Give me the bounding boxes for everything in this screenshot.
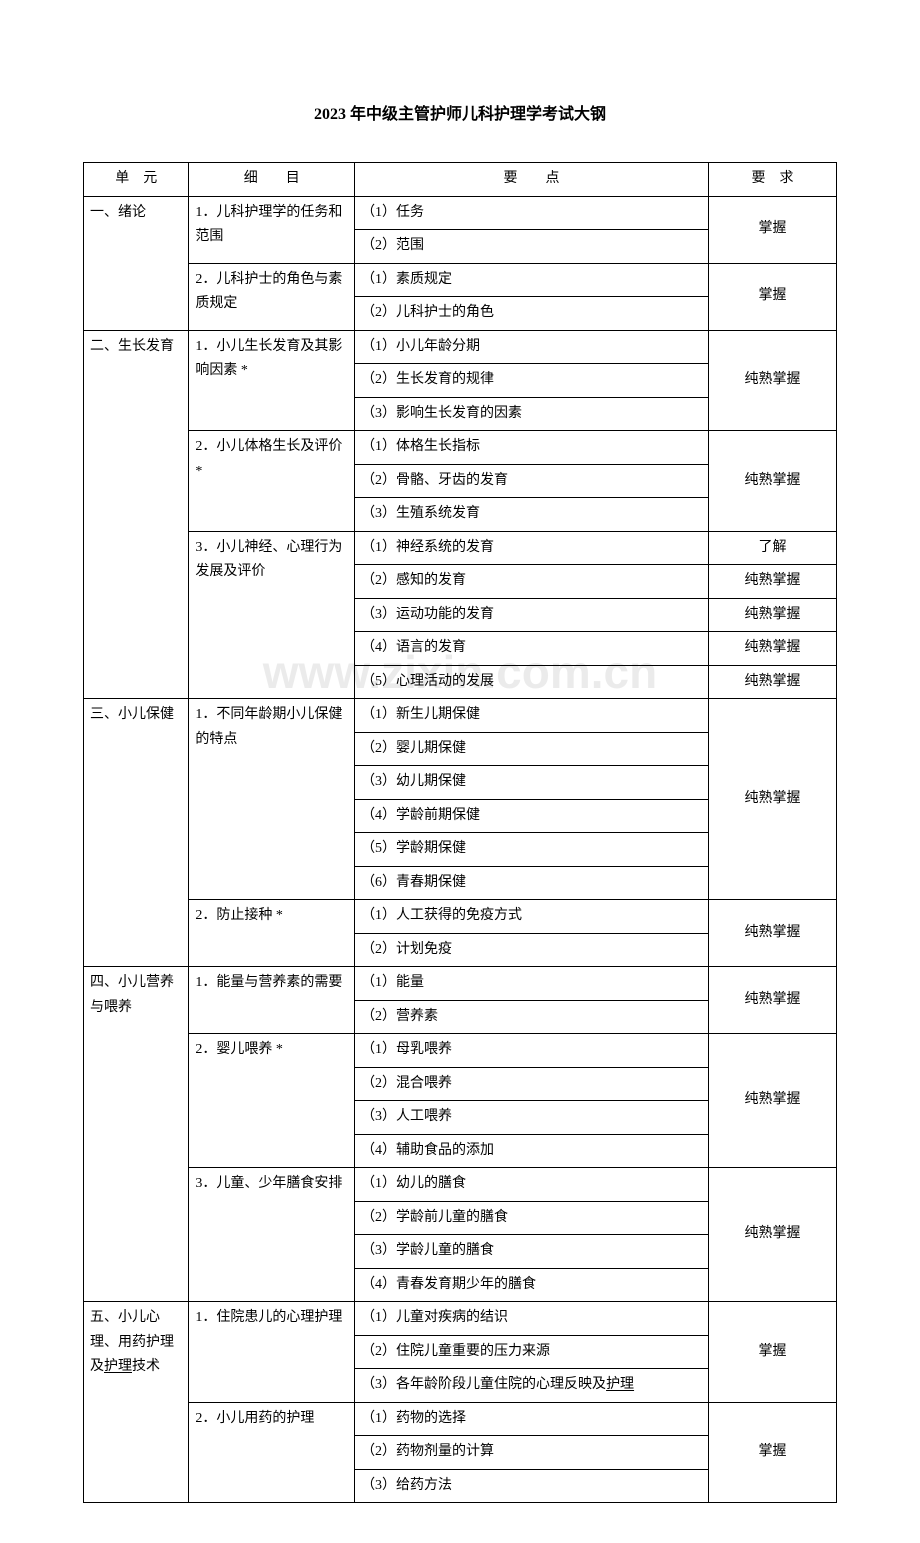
- point-cell: （2）感知的发育: [355, 565, 709, 599]
- table-row: 2．小儿体格生长及评价 *（1）体格生长指标纯熟掌握: [84, 431, 837, 465]
- requirement-cell: 纯熟掌握: [708, 598, 836, 632]
- detail-cell: 2．小儿用药的护理: [189, 1402, 355, 1503]
- detail-cell: 1．小儿生长发育及其影响因素 *: [189, 330, 355, 431]
- detail-cell: 1．住院患儿的心理护理: [189, 1302, 355, 1403]
- point-cell: （1）能量: [355, 967, 709, 1001]
- point-cell: （1）母乳喂养: [355, 1034, 709, 1068]
- table-row: 2．小儿用药的护理（1）药物的选择掌握: [84, 1402, 837, 1436]
- point-cell: （4）辅助食品的添加: [355, 1134, 709, 1168]
- requirement-cell: 纯熟掌握: [708, 967, 836, 1034]
- requirement-cell: 纯熟掌握: [708, 565, 836, 599]
- table-row: 2．防止接种 *（1）人工获得的免疫方式纯熟掌握: [84, 900, 837, 934]
- point-cell: （1）新生儿期保健: [355, 699, 709, 733]
- point-cell: （1）儿童对疾病的结识: [355, 1302, 709, 1336]
- point-cell: （2）骨骼、牙齿的发育: [355, 464, 709, 498]
- col-unit: 单 元: [84, 163, 189, 197]
- point-cell: （3）各年龄阶段儿童住院的心理反映及护理: [355, 1369, 709, 1403]
- unit-cell: 二、生长发育: [84, 330, 189, 699]
- point-cell: （2）营养素: [355, 1000, 709, 1034]
- unit-cell: 四、小儿营养与喂养: [84, 967, 189, 1302]
- point-cell: （5）学龄期保健: [355, 833, 709, 867]
- table-row: 一、绪论1．儿科护理学的任务和范围（1）任务掌握: [84, 196, 837, 230]
- requirement-cell: 了解: [708, 531, 836, 565]
- point-cell: （1）体格生长指标: [355, 431, 709, 465]
- table-row: 3．儿童、少年膳食安排（1）幼儿的膳食纯熟掌握: [84, 1168, 837, 1202]
- col-req: 要 求: [708, 163, 836, 197]
- requirement-cell: 掌握: [708, 196, 836, 263]
- point-cell: （2）计划免疫: [355, 933, 709, 967]
- point-cell: （1）小儿年龄分期: [355, 330, 709, 364]
- detail-cell: 3．小儿神经、心理行为发展及评价: [189, 531, 355, 699]
- table-row: 3．小儿神经、心理行为发展及评价（1）神经系统的发育了解: [84, 531, 837, 565]
- requirement-cell: 纯熟掌握: [708, 1034, 836, 1168]
- point-cell: （6）青春期保健: [355, 866, 709, 900]
- point-cell: （1）素质规定: [355, 263, 709, 297]
- point-cell: （2）范围: [355, 230, 709, 264]
- point-cell: （2）儿科护士的角色: [355, 297, 709, 331]
- point-cell: （4）学龄前期保健: [355, 799, 709, 833]
- table-row: 四、小儿营养与喂养1．能量与营养素的需要（1）能量纯熟掌握: [84, 967, 837, 1001]
- table-row: 2．婴儿喂养 *（1）母乳喂养纯熟掌握: [84, 1034, 837, 1068]
- point-cell: （3）影响生长发育的因素: [355, 397, 709, 431]
- detail-cell: 1．能量与营养素的需要: [189, 967, 355, 1034]
- page-title: 2023 年中级主管护师儿科护理学考试大钢: [83, 100, 837, 124]
- point-cell: （3）学龄儿童的膳食: [355, 1235, 709, 1269]
- requirement-cell: 纯熟掌握: [708, 632, 836, 666]
- point-cell: （3）人工喂养: [355, 1101, 709, 1135]
- detail-cell: 2．小儿体格生长及评价 *: [189, 431, 355, 532]
- point-cell: （1）人工获得的免疫方式: [355, 900, 709, 934]
- requirement-cell: 纯熟掌握: [708, 1168, 836, 1302]
- detail-cell: 1．儿科护理学的任务和范围: [189, 196, 355, 263]
- point-cell: （4）语言的发育: [355, 632, 709, 666]
- point-cell: （1）任务: [355, 196, 709, 230]
- requirement-cell: 纯熟掌握: [708, 665, 836, 699]
- point-cell: （2）婴儿期保健: [355, 732, 709, 766]
- requirement-cell: 纯熟掌握: [708, 900, 836, 967]
- unit-cell: 三、小儿保健: [84, 699, 189, 967]
- point-cell: （2）混合喂养: [355, 1067, 709, 1101]
- point-cell: （3）给药方法: [355, 1469, 709, 1503]
- point-cell: （2）药物剂量的计算: [355, 1436, 709, 1470]
- requirement-cell: 纯熟掌握: [708, 431, 836, 532]
- table-row: 2．儿科护士的角色与素质规定（1）素质规定掌握: [84, 263, 837, 297]
- requirement-cell: 纯熟掌握: [708, 330, 836, 431]
- point-cell: （1）幼儿的膳食: [355, 1168, 709, 1202]
- point-cell: （2）生长发育的规律: [355, 364, 709, 398]
- requirement-cell: 纯熟掌握: [708, 699, 836, 900]
- col-detail: 细 目: [189, 163, 355, 197]
- point-cell: （1）神经系统的发育: [355, 531, 709, 565]
- requirement-cell: 掌握: [708, 1402, 836, 1503]
- point-cell: （3）运动功能的发育: [355, 598, 709, 632]
- unit-cell: 一、绪论: [84, 196, 189, 330]
- detail-cell: 3．儿童、少年膳食安排: [189, 1168, 355, 1302]
- point-cell: （2）住院儿童重要的压力来源: [355, 1335, 709, 1369]
- point-cell: （1）药物的选择: [355, 1402, 709, 1436]
- point-cell: （5）心理活动的发展: [355, 665, 709, 699]
- point-cell: （4）青春发育期少年的膳食: [355, 1268, 709, 1302]
- point-cell: （3）生殖系统发育: [355, 498, 709, 532]
- table-row: 二、生长发育1．小儿生长发育及其影响因素 *（1）小儿年龄分期纯熟掌握: [84, 330, 837, 364]
- table-row: 五、小儿心理、用药护理及护理技术1．住院患儿的心理护理（1）儿童对疾病的结识掌握: [84, 1302, 837, 1336]
- detail-cell: 1．不同年龄期小儿保健的特点: [189, 699, 355, 900]
- table-row: 三、小儿保健1．不同年龄期小儿保健的特点（1）新生儿期保健纯熟掌握: [84, 699, 837, 733]
- detail-cell: 2．防止接种 *: [189, 900, 355, 967]
- detail-cell: 2．婴儿喂养 *: [189, 1034, 355, 1168]
- point-cell: （3）幼儿期保健: [355, 766, 709, 800]
- col-point: 要 点: [355, 163, 709, 197]
- table-header-row: 单 元 细 目 要 点 要 求: [84, 163, 837, 197]
- point-cell: （2）学龄前儿童的膳食: [355, 1201, 709, 1235]
- unit-cell: 五、小儿心理、用药护理及护理技术: [84, 1302, 189, 1503]
- detail-cell: 2．儿科护士的角色与素质规定: [189, 263, 355, 330]
- requirement-cell: 掌握: [708, 263, 836, 330]
- requirement-cell: 掌握: [708, 1302, 836, 1403]
